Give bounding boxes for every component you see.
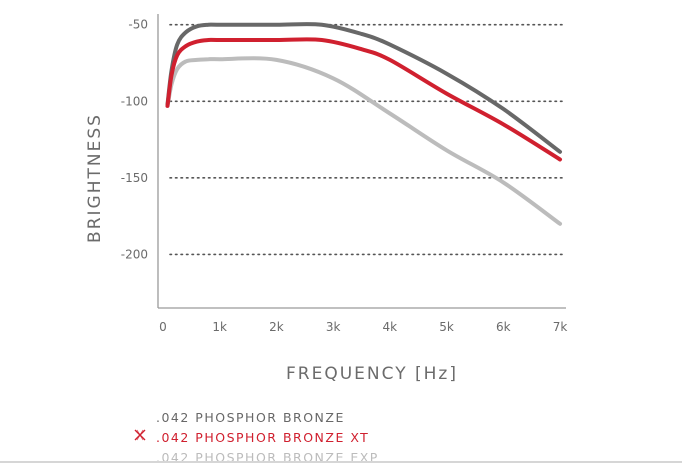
divider	[0, 461, 682, 463]
x-tick-label: 3k	[326, 320, 341, 334]
legend-item[interactable]: .042 PHOSPHOR BRONZE	[156, 408, 379, 428]
axes	[157, 14, 566, 309]
x-tick-label: 7k	[553, 320, 568, 334]
legend-label: .042 PHOSPHOR BRONZE	[156, 410, 345, 425]
x-tick-label: 6k	[496, 320, 511, 334]
tick-labels: -50 -100 -150 -200 0 1k 2k 3k 4k 5k 6k 7k	[121, 18, 568, 334]
series-line	[165, 37, 562, 162]
y-tick-label: -100	[121, 94, 148, 108]
legend-item[interactable]: .042 PHOSPHOR BRONZE EXP	[156, 448, 379, 468]
y-tick-label: -50	[128, 18, 148, 32]
y-axis-title: BRIGHTNESS	[85, 113, 105, 243]
x-tick-label: 2k	[269, 320, 284, 334]
legend: .042 PHOSPHOR BRONZE .042 PHOSPHOR BRONZ…	[134, 408, 379, 468]
ribbon-x-icon	[132, 428, 148, 448]
grid-lines	[169, 23, 567, 256]
legend-item[interactable]: .042 PHOSPHOR BRONZE XT	[134, 428, 379, 448]
x-tick-label: 4k	[383, 320, 398, 334]
series-line	[165, 56, 562, 226]
x-tick-label: 0	[159, 320, 167, 334]
x-tick-label: 1k	[212, 320, 227, 334]
legend-label: .042 PHOSPHOR BRONZE XT	[156, 430, 370, 445]
series-line	[165, 22, 562, 154]
x-tick-label: 5k	[439, 320, 454, 334]
y-tick-label: -150	[121, 171, 148, 185]
y-tick-label: -200	[121, 247, 148, 261]
series-lines	[165, 22, 562, 226]
x-axis-title: FREQUENCY [Hz]	[286, 364, 458, 384]
